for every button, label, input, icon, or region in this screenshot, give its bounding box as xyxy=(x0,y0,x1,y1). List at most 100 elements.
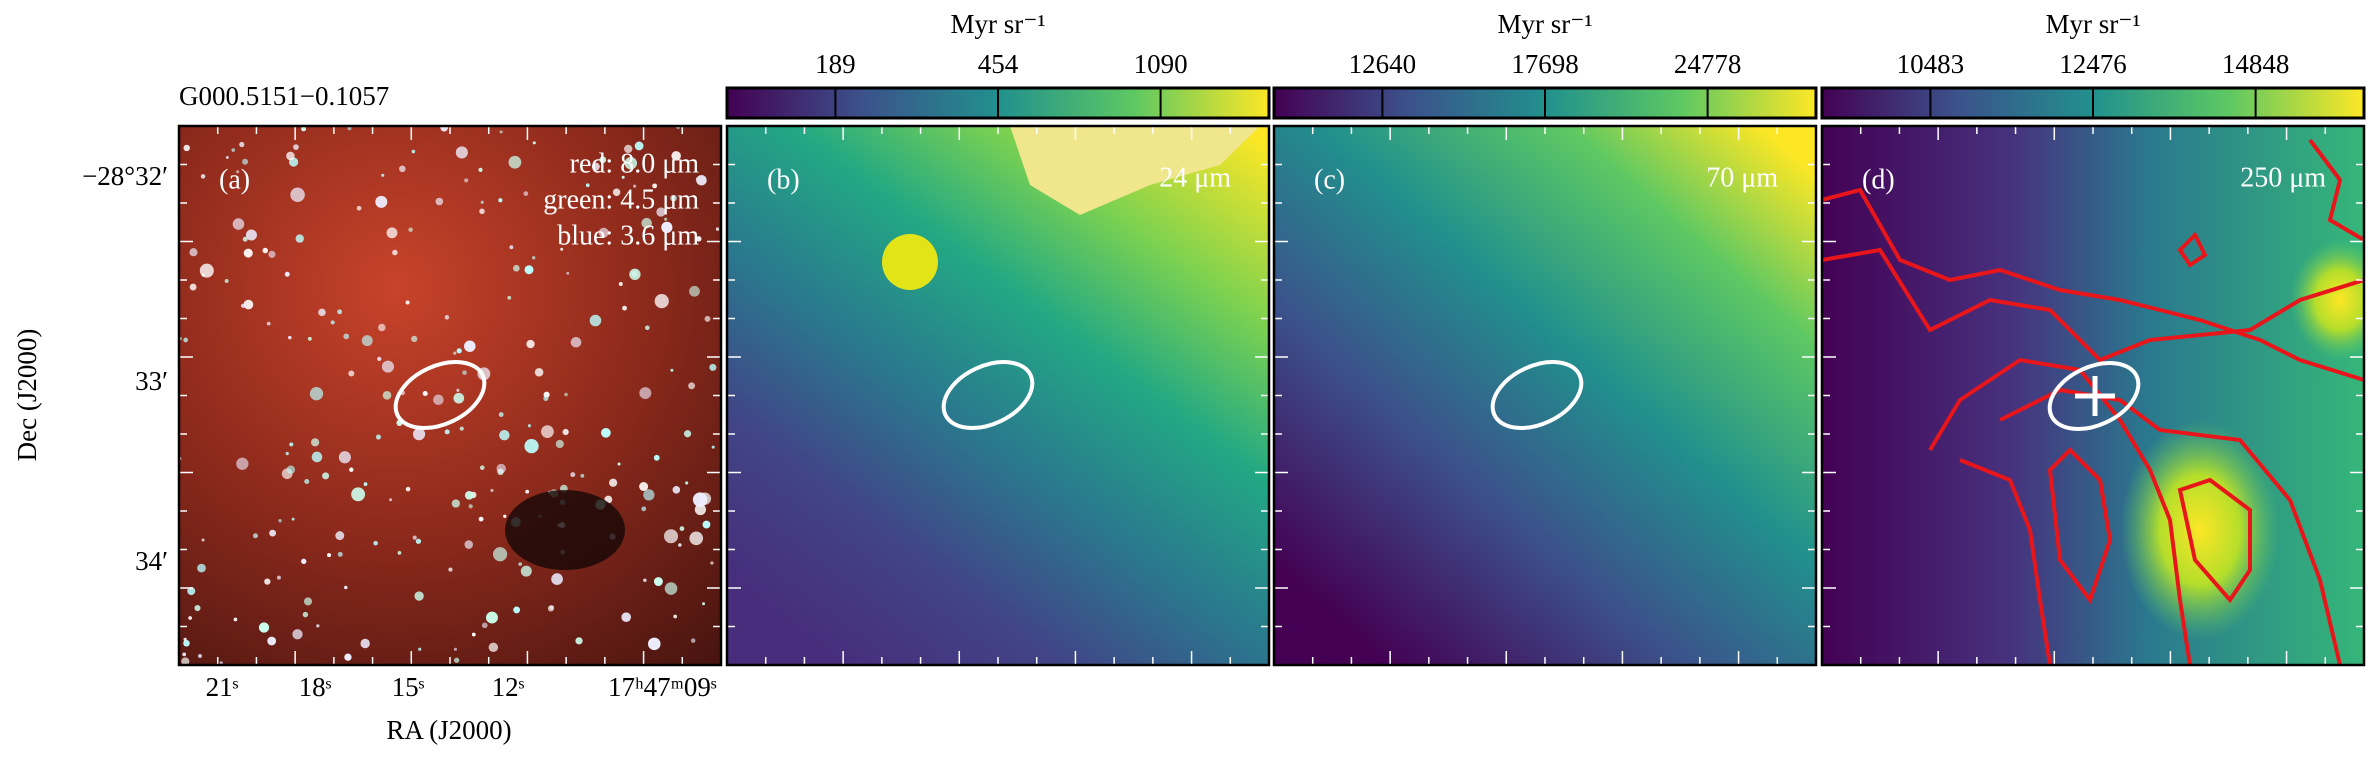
panel-frame xyxy=(177,124,723,667)
colorbar-tick-label: 24778 xyxy=(1674,49,1742,79)
colorbar-tick-label: 12476 xyxy=(2059,49,2127,79)
star xyxy=(225,156,229,160)
contour xyxy=(2177,231,2208,268)
colorbar-tick-label: 1090 xyxy=(1134,49,1188,79)
star xyxy=(564,392,568,397)
star xyxy=(513,606,521,614)
star xyxy=(295,234,304,243)
star xyxy=(316,624,320,628)
star xyxy=(456,388,460,392)
star xyxy=(585,183,590,188)
star xyxy=(389,498,393,502)
star xyxy=(181,657,190,665)
star xyxy=(664,582,678,595)
star xyxy=(399,165,406,173)
star xyxy=(464,178,469,183)
star xyxy=(518,562,523,567)
star xyxy=(239,141,245,148)
star xyxy=(360,638,370,649)
star xyxy=(322,472,330,480)
star xyxy=(278,519,282,523)
wavelength-label: 24 μm xyxy=(1159,162,1231,193)
star xyxy=(499,130,503,134)
figure-title: G000.5151−0.1057 xyxy=(179,81,389,111)
panel-label: (b) xyxy=(767,164,800,195)
star xyxy=(243,299,254,310)
star xyxy=(648,637,661,651)
star xyxy=(509,245,514,250)
star xyxy=(266,321,271,326)
star xyxy=(405,486,411,492)
star xyxy=(448,567,453,572)
star xyxy=(231,148,236,152)
star xyxy=(562,428,569,436)
star xyxy=(348,370,355,377)
y-axis-label: Dec (J2000) xyxy=(12,329,42,462)
star xyxy=(435,197,444,206)
beam-ellipse xyxy=(393,360,487,430)
contour xyxy=(1822,247,2364,363)
cross-marker xyxy=(2075,376,2115,416)
star xyxy=(621,612,631,622)
bright-clump xyxy=(2290,240,2364,360)
star xyxy=(411,149,416,154)
star xyxy=(673,614,678,619)
band-label: red: 8.0 μm xyxy=(570,148,700,179)
star xyxy=(183,337,188,343)
star xyxy=(242,236,248,242)
star xyxy=(663,529,679,544)
star xyxy=(711,445,715,449)
star xyxy=(412,428,426,441)
star xyxy=(641,506,647,512)
star xyxy=(525,489,530,494)
star xyxy=(664,217,668,221)
star xyxy=(653,454,660,461)
x-tick-label: 12ˢ xyxy=(492,672,525,702)
star xyxy=(453,392,465,404)
star xyxy=(344,653,352,661)
star xyxy=(197,563,206,573)
star xyxy=(639,481,649,492)
star xyxy=(541,425,554,438)
star xyxy=(232,218,245,230)
star xyxy=(520,565,532,577)
dark-cloud xyxy=(505,490,625,570)
star xyxy=(318,308,326,317)
star xyxy=(612,188,621,196)
star xyxy=(405,300,410,305)
star xyxy=(386,227,398,239)
beam-ellipse xyxy=(2047,361,2141,431)
contour xyxy=(2047,447,2113,605)
star xyxy=(575,637,583,645)
star xyxy=(269,529,277,537)
star xyxy=(702,520,711,529)
star xyxy=(188,616,193,620)
star xyxy=(453,647,458,651)
star xyxy=(609,478,618,487)
star xyxy=(258,622,270,633)
star xyxy=(696,174,707,186)
star xyxy=(653,577,663,586)
star xyxy=(381,173,385,177)
star xyxy=(643,489,655,501)
star xyxy=(292,629,303,640)
star xyxy=(499,429,510,441)
colorbar-tick-label: 10483 xyxy=(1897,49,1965,79)
star xyxy=(459,426,464,431)
star xyxy=(392,249,398,256)
star xyxy=(291,517,295,521)
star xyxy=(524,438,539,454)
star xyxy=(479,208,485,215)
star xyxy=(532,141,536,145)
star xyxy=(252,533,259,539)
stars xyxy=(179,126,719,665)
star xyxy=(377,356,382,362)
star xyxy=(301,126,307,132)
star xyxy=(624,156,638,170)
star xyxy=(418,647,422,651)
star xyxy=(644,325,650,331)
panel-label: (d) xyxy=(1862,164,1895,195)
star xyxy=(198,653,202,658)
colorbar-tick-label: 454 xyxy=(978,49,1019,79)
star xyxy=(189,248,198,257)
